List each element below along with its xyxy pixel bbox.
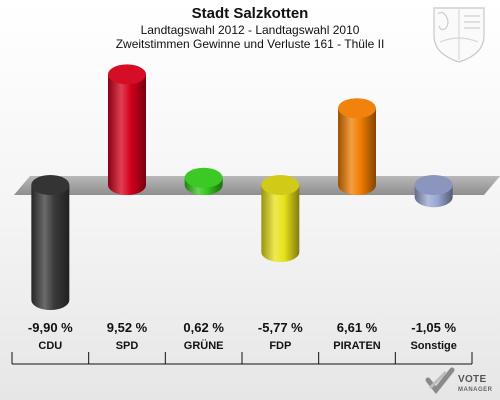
bar-spd xyxy=(108,64,146,195)
category-label-piraten: PIRATEN xyxy=(333,340,381,352)
category-label-sonstige: Sonstige xyxy=(410,340,456,352)
value-label-cdu: -9,90 % xyxy=(28,320,73,335)
vote-manager-logo-text: VOTE xyxy=(458,374,486,385)
category-label-cdu: CDU xyxy=(38,340,62,352)
bar-sonstige xyxy=(414,175,453,208)
category-axis xyxy=(11,352,473,365)
category-label-grüne: GRÜNE xyxy=(184,339,224,352)
nrw-coat-of-arms-icon xyxy=(433,7,485,63)
bar-piraten xyxy=(338,98,376,195)
value-label-spd: 9,52 % xyxy=(107,320,148,335)
bar-grüne xyxy=(184,167,223,195)
value-label-grüne: 0,62 % xyxy=(183,320,224,335)
vote-check-icon xyxy=(425,367,455,395)
chart-subtitle-1: Landtagswahl 2012 - Landtagswahl 2010 xyxy=(141,23,360,37)
value-label-sonstige: -1,05 % xyxy=(411,320,456,335)
value-label-piraten: 6,61 % xyxy=(337,320,378,335)
value-label-fdp: -5,77 % xyxy=(258,320,303,335)
chart-subtitle-2: Zweitstimmen Gewinne und Verluste 161 - … xyxy=(116,37,385,51)
category-label-fdp: FDP xyxy=(269,340,291,352)
bar-cdu xyxy=(31,175,70,311)
chart-title: Stadt Salzkotten xyxy=(192,5,309,22)
bar-fdp xyxy=(261,175,300,263)
vote-manager-logo-sub: MANAGER xyxy=(458,387,493,393)
axis-line xyxy=(11,352,473,365)
category-label-spd: SPD xyxy=(116,340,139,352)
